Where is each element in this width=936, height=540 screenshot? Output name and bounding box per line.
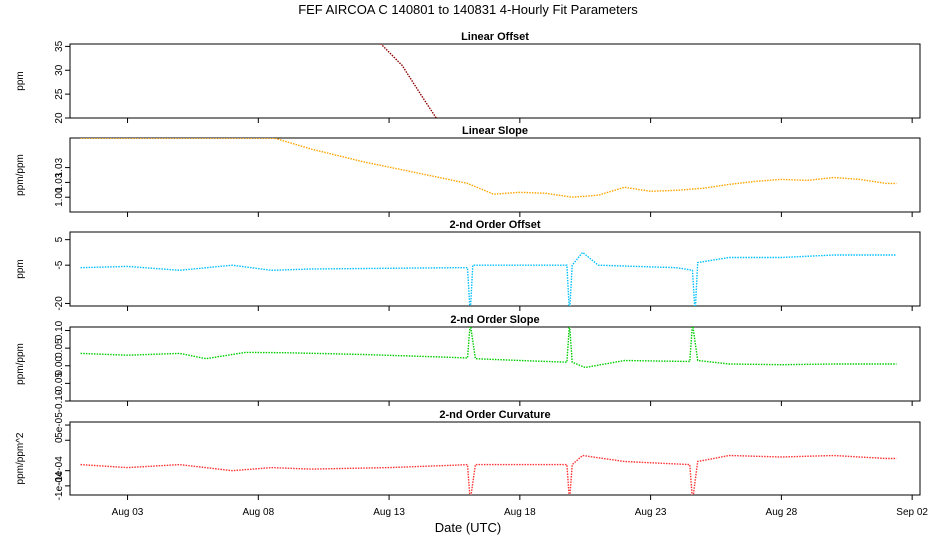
series-line-1 <box>379 44 438 118</box>
y-tick-label: 5 <box>54 236 65 242</box>
panel-frame <box>69 421 921 496</box>
x-tick-label: Aug 08 <box>242 507 274 518</box>
panel-title: 2-nd Order Curvature <box>439 409 550 421</box>
y-axis-label: ppm <box>15 71 26 90</box>
y-tick-label: 30 <box>54 64 65 76</box>
y-tick-label: 1.03 <box>54 157 65 177</box>
y-tick-label: 25 <box>54 88 65 100</box>
y-tick-label: 0.10 <box>54 320 65 340</box>
y-tick-label: 0.05 <box>54 338 65 358</box>
series-line-1 <box>80 454 897 495</box>
y-axis-label: ppm/ppm <box>15 343 26 385</box>
y-axis-label: ppm/ppm <box>15 154 26 196</box>
x-tick-label: Sep 02 <box>896 507 928 518</box>
x-axis-label: Date (UTC) <box>435 520 501 535</box>
y-tick-label: -0.10 <box>54 389 65 412</box>
series-line-1 <box>80 138 897 198</box>
y-tick-label: -1e-04 <box>54 456 65 485</box>
panel-title: Linear Offset <box>461 31 529 43</box>
y-tick-label: 35 <box>54 40 65 52</box>
series-line-1 <box>80 327 897 369</box>
y-tick-label: 20 <box>54 112 65 124</box>
panel-3: 2-nd Order Offset ppm 5 -5 -20 <box>15 219 921 311</box>
y-tick-label: 5e-05 <box>54 412 65 438</box>
y-tick-label: -5 <box>54 260 65 269</box>
y-axis-label: ppm/ppm^2 <box>15 432 26 484</box>
y-tick-label: 0.00 <box>54 356 65 376</box>
panel-4: 2-nd Order Slope ppm/ppm 0.100.050.00-0.05… <box>15 314 921 412</box>
panel-frame <box>69 326 921 402</box>
panels-group: Linear Offset ppm 20 25 30 35 Linear Slope ppm/… <box>15 31 921 500</box>
y-tick-label: 0 <box>54 437 65 443</box>
y-tick-label: -1e-04 <box>54 471 65 500</box>
panel-5: 2-nd Order Curvature ppm/ppm^2 5e-050 -1e-0… <box>15 409 921 500</box>
y-tick-label: 1.00 <box>54 187 65 207</box>
panel-title: 2-nd Order Slope <box>450 314 539 326</box>
panel-frame <box>69 137 921 213</box>
x-tick-label: Aug 28 <box>766 507 798 518</box>
x-tick-label: Aug 13 <box>373 507 405 518</box>
x-tick-label: Aug 18 <box>504 507 536 518</box>
panel-title: Linear Slope <box>462 125 528 137</box>
y-tick-label: 1.03 <box>54 172 65 192</box>
figure-title: FEF AIRCOA C 140801 to 140831 4-Hourly F… <box>298 2 638 17</box>
y-tick-label: -20 <box>54 296 65 311</box>
x-tick-label: Aug 03 <box>112 507 144 518</box>
panel-title: 2-nd Order Offset <box>449 219 540 231</box>
panel-1: Linear Offset ppm 20 25 30 35 <box>15 31 921 124</box>
panel-frame <box>69 231 921 307</box>
x-tick-label: Aug 23 <box>635 507 667 518</box>
y-tick-label: -0.05 <box>54 372 65 395</box>
x-axis: Aug 03 Aug 08 Aug 13 Aug 18 Aug 23 Aug 28 Sep … <box>112 507 929 518</box>
panel-frame <box>69 43 921 119</box>
y-axis-label: ppm <box>15 259 26 278</box>
series-line-1 <box>80 251 897 306</box>
